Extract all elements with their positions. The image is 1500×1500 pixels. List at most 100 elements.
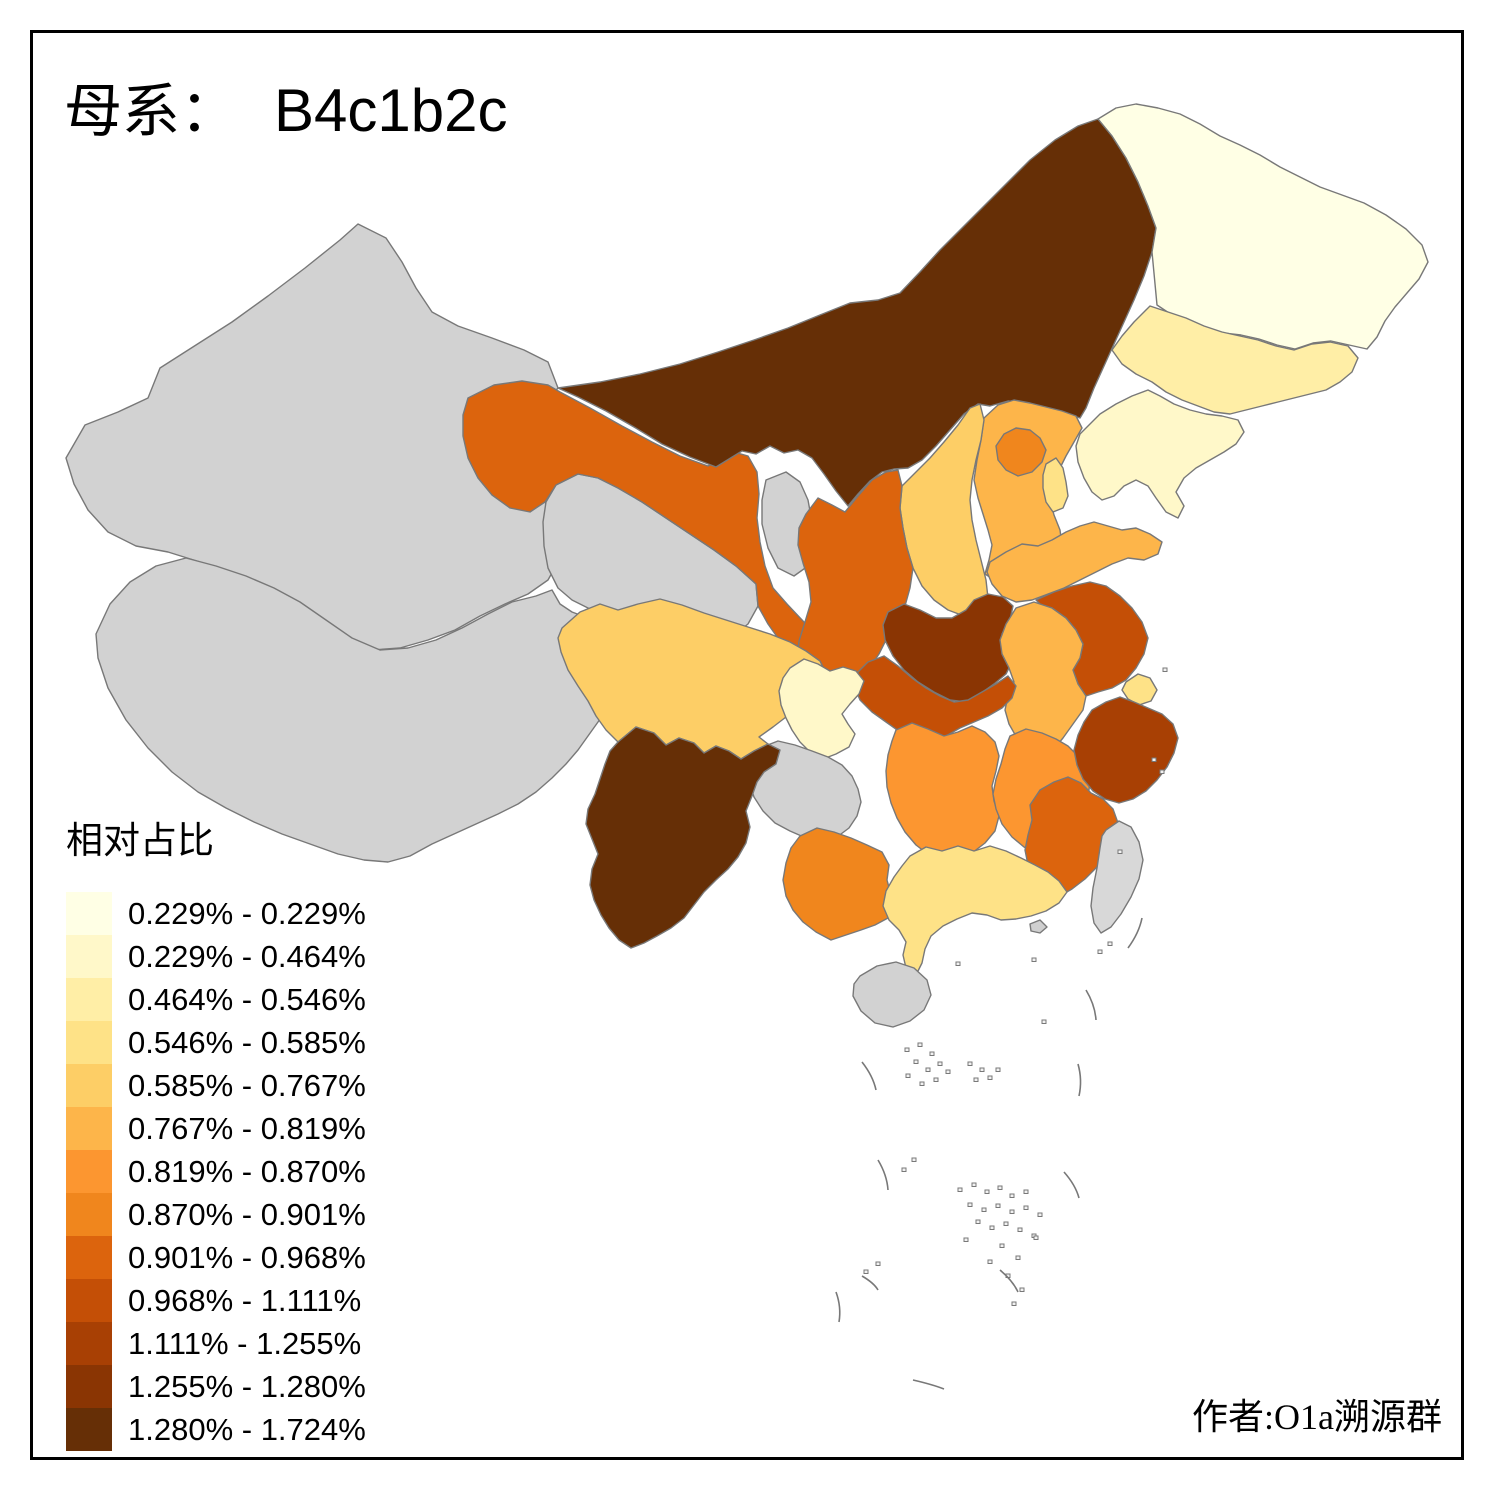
legend-label: 0.229% - 0.229% [128, 896, 366, 931]
legend-label: 0.546% - 0.585% [128, 1025, 366, 1060]
legend-swatch [66, 1236, 112, 1279]
island-dot [919, 1081, 925, 1086]
legend-swatch [66, 1279, 112, 1322]
island-dot [1041, 1019, 1047, 1024]
attribution-text: 作者:O1a溯源群 [1192, 1397, 1442, 1437]
island-dot [905, 1073, 911, 1078]
legend-bin-9: 0.901% - 0.968% [66, 1236, 366, 1279]
legend-label: 0.968% - 1.111% [128, 1283, 362, 1318]
legend-bin-13: 1.280% - 1.724% [66, 1408, 366, 1451]
island-dot [904, 1047, 910, 1052]
island-dot [945, 1069, 951, 1074]
province-hubei [853, 655, 1017, 743]
island-dot [979, 1067, 985, 1072]
island-dot [999, 1243, 1005, 1248]
sea-boundary-dash [1085, 989, 1097, 1021]
island-dot [917, 1042, 923, 1047]
legend-label: 1.111% - 1.255% [128, 1326, 362, 1361]
province-shanghai [1121, 673, 1158, 706]
sea-boundary-dash [999, 1269, 1019, 1293]
island-dot [911, 1157, 917, 1162]
island-dot [955, 961, 961, 966]
legend-swatch [66, 1021, 112, 1064]
island-dot [1162, 667, 1168, 672]
page-title: 母系： B4c1b2c [64, 64, 508, 148]
island-dot [1037, 1212, 1043, 1217]
legend-label: 0.870% - 0.901% [128, 1197, 366, 1232]
island-dot [987, 1259, 993, 1264]
island-dot [925, 1067, 931, 1072]
province-hongkong [1029, 919, 1048, 934]
island-dot [1019, 1287, 1025, 1292]
island-dot [875, 1261, 881, 1266]
island-dot [1151, 757, 1157, 762]
legend-label: 0.767% - 0.819% [128, 1111, 366, 1146]
island-dot [913, 1059, 919, 1064]
legend-swatch [66, 1107, 112, 1150]
legend-bin-8: 0.870% - 0.901% [66, 1193, 366, 1236]
province-sichuan [557, 598, 827, 760]
province-inner-mongolia [557, 118, 1157, 507]
island-dot [1107, 941, 1113, 946]
island-dot [1009, 1193, 1015, 1198]
sea-boundary-dash [912, 1379, 945, 1390]
island-dot [863, 1269, 869, 1274]
sea-boundary-dash [861, 1061, 877, 1091]
island-dot [984, 1189, 990, 1194]
legend-bin-7: 0.819% - 0.870% [66, 1150, 366, 1193]
island-dot [1117, 849, 1123, 854]
island-dot [995, 1067, 1001, 1072]
legend-bin-11: 1.111% - 1.255% [66, 1322, 366, 1365]
island-dot [989, 1225, 995, 1230]
island-dot [987, 1075, 993, 1080]
island-dot [901, 1167, 907, 1172]
legend-label: 0.901% - 0.968% [128, 1240, 366, 1275]
island-dot [1017, 1227, 1023, 1232]
legend-label: 0.819% - 0.870% [128, 1154, 366, 1189]
legend-swatch [66, 978, 112, 1021]
sea-boundary-dash [877, 1159, 889, 1191]
sea-boundary-dash [835, 1291, 841, 1323]
province-fujian [1024, 776, 1119, 898]
province-heilongjiang [1097, 103, 1429, 350]
legend-label: 0.464% - 0.546% [128, 982, 366, 1017]
sea-boundary-dash [1077, 1063, 1082, 1097]
legend-swatch [66, 892, 112, 935]
sea-boundary-dash [861, 1275, 879, 1291]
legend-label: 1.255% - 1.280% [128, 1369, 366, 1404]
island-dot [937, 1061, 943, 1066]
province-taiwan [1090, 820, 1144, 934]
legend-bin-12: 1.255% - 1.280% [66, 1365, 366, 1408]
island-dot [1015, 1255, 1021, 1260]
island-dot [1023, 1205, 1029, 1210]
legend-bin-5: 0.585% - 0.767% [66, 1064, 366, 1107]
title-prefix: 母系： [64, 79, 239, 144]
legend-swatch [66, 1150, 112, 1193]
province-hunan [885, 722, 1000, 863]
legend-bin-4: 0.546% - 0.585% [66, 1021, 366, 1064]
province-chongqing [778, 658, 865, 760]
legend-label: 1.280% - 1.724% [128, 1412, 366, 1447]
island-dot [1009, 1209, 1015, 1214]
province-shanxi [899, 403, 989, 617]
map-legend: 相对占比 0.229% - 0.229% 0.229% - 0.464% 0.464… [66, 810, 366, 1451]
island-dot [971, 1182, 977, 1187]
island-dot [981, 1207, 987, 1212]
legend-label: 0.229% - 0.464% [128, 939, 366, 974]
island-dot [997, 1185, 1003, 1190]
island-dot [1023, 1189, 1029, 1194]
legend-swatch [66, 1322, 112, 1365]
legend-swatch [66, 1193, 112, 1236]
island-dot [1097, 949, 1103, 954]
island-dot [975, 1219, 981, 1224]
sea-boundary-dash [1127, 917, 1143, 949]
island-dot [1159, 769, 1165, 774]
island-dot [967, 1061, 973, 1066]
legend-title: 相对占比 [66, 821, 214, 862]
province-tianjin [1042, 457, 1069, 513]
island-dot [1011, 1301, 1017, 1306]
legend-bin-2: 0.229% - 0.464% [66, 935, 366, 978]
legend-bin-10: 0.968% - 1.111% [66, 1279, 366, 1322]
